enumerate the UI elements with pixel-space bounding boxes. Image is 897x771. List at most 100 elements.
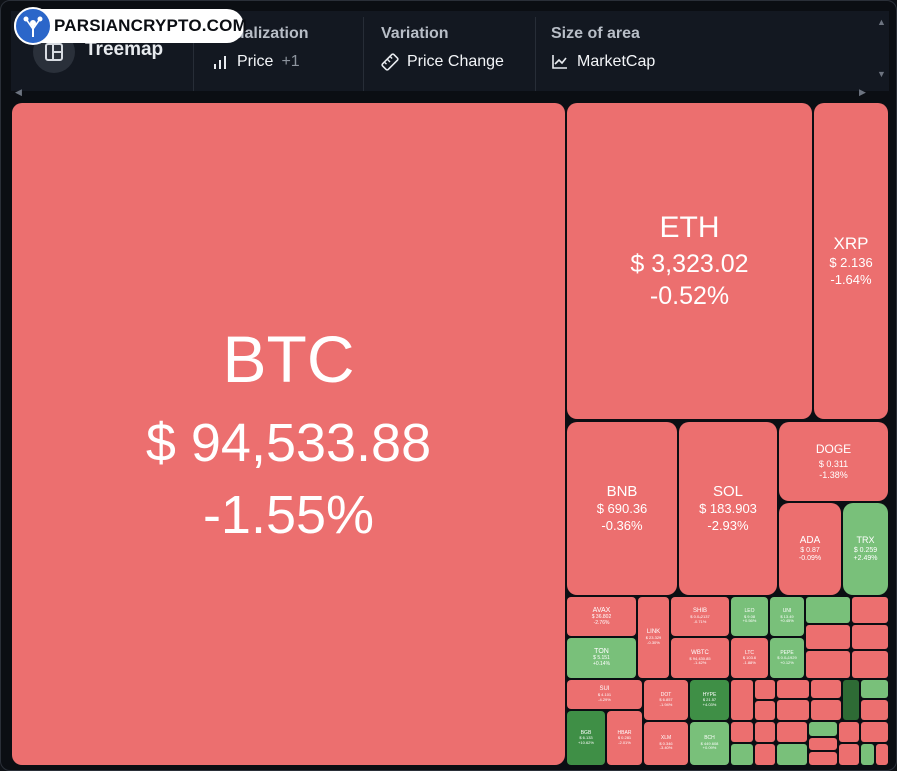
tile-mini[interactable] [755,701,775,720]
tile-change: -2.76% [593,619,610,626]
tile-shib[interactable]: SHIB $ 0.0₄2137 -0.71% [671,597,729,636]
tile-leo[interactable]: LEO $ 9.08 +0.56% [731,597,768,636]
variation-section[interactable]: Variation Price Change [381,11,531,91]
tile-change: +10.62% [578,739,594,745]
tile-mini[interactable] [839,722,859,742]
tile-mini[interactable] [839,744,859,765]
tile-mini[interactable] [811,680,841,698]
variation-value-label: Price Change [407,53,504,70]
tile-wbtc[interactable]: WBTC $ 94,430.85 -1.42% [671,638,729,678]
tile-mini[interactable] [806,651,850,678]
variation-title: Variation [381,25,449,42]
tile-mini[interactable] [811,700,841,720]
tile-mini[interactable] [861,744,874,765]
tile-mini[interactable] [777,722,807,742]
divider [193,17,194,91]
tile-xlm[interactable]: XLM $ 0.346 -3.40% [644,722,688,765]
tile-mini[interactable] [777,744,807,765]
scroll-down-arrow[interactable]: ▼ [877,69,886,79]
tile-price: $ 9.08 [743,613,756,619]
tile-change: +0.09% [702,745,717,751]
tile-price: $ 0.0₄1929 [777,655,797,661]
tile-symbol: TON [594,648,609,656]
tile-xrp[interactable]: XRP $ 2.136 -1.64% [814,103,888,419]
tile-uni[interactable]: UNI $ 13.49 +0.45% [770,597,804,636]
tile-symbol: LTC [744,649,755,656]
tile-price: $ 94,533.88 [145,412,432,473]
area-chart-icon [552,55,567,69]
tile-mini[interactable] [809,738,837,750]
tile-symbol: PEPE [780,649,794,656]
tile-pepe[interactable]: PEPE $ 0.0₄1929 +0.12% [770,638,804,678]
tile-btc[interactable]: BTC $ 94,533.88 -1.55% [12,103,565,765]
tile-symbol: DOT [660,691,672,698]
visualization-value-label: Price [237,53,274,70]
tile-price: $ 23.329 [645,635,662,641]
tile-mini[interactable] [731,722,753,742]
tile-mini[interactable] [755,722,775,742]
tile-mini[interactable] [806,625,850,649]
tile-price: $ 5.151 [593,655,610,662]
tile-link[interactable]: LINK $ 23.329 -0.30% [638,597,669,678]
tile-symbol: HYPE [702,691,717,698]
tile-mini[interactable] [861,700,888,720]
tile-mini[interactable] [843,680,859,720]
tile-mini[interactable] [861,680,888,698]
tile-eth[interactable]: ETH $ 3,323.02 -0.52% [567,103,812,419]
tile-hype[interactable]: HYPE $ 21.57 +4.03% [690,680,729,720]
tile-symbol: UNI [782,608,792,615]
tile-mini[interactable] [809,722,837,736]
tile-symbol: SHIB [692,608,707,615]
tile-ada[interactable]: ADA $ 0.87 -0.09% [779,503,841,595]
tile-bnb[interactable]: BNB $ 690.36 -0.36% [567,422,677,595]
tile-mini[interactable] [852,651,888,678]
tile-mini[interactable] [809,752,837,765]
tile-symbol: SUI [599,686,610,693]
tile-mini[interactable] [806,597,850,623]
variation-value[interactable]: Price Change [381,53,504,71]
scroll-left-arrow[interactable]: ◀ [15,87,22,97]
tile-change: +0.14% [592,661,611,668]
tile-mini[interactable] [876,744,888,765]
tile-change: -2.93% [707,518,749,534]
tile-symbol: LEO [744,608,755,615]
tile-trx[interactable]: TRX $ 0.259 +2.49% [843,503,888,595]
visualization-value[interactable]: Price +1 [213,53,300,71]
tile-doge[interactable]: DOGE $ 0.311 -1.38% [779,422,888,501]
tile-hbar[interactable]: HBAR $ 0.281 -2.01% [607,711,642,765]
tile-mini[interactable] [731,744,753,765]
scroll-right-arrow[interactable]: ▶ [859,87,866,97]
view-label[interactable]: Treemap [85,39,164,60]
tile-symbol: BTC [222,321,355,396]
tile-price: $ 13.49 [780,613,794,619]
tile-price: $ 21.57 [702,697,717,703]
tile-ltc[interactable]: LTC $ 103.6 -1.88% [731,638,768,678]
tile-price: $ 3,323.02 [630,249,749,278]
tile-mini[interactable] [755,680,775,699]
tile-bch[interactable]: BCH $ 449.608 +0.09% [690,722,729,765]
size-section[interactable]: Size of area MarketCap [551,11,721,91]
tile-price: $ 103.6 [742,655,757,661]
tile-price: $ 0.311 [818,458,849,469]
tile-sui[interactable]: SUI $ 4.101 -4.29% [567,680,642,709]
tile-avax[interactable]: AVAX $ 36.802 -2.76% [567,597,636,636]
tile-mini[interactable] [777,680,809,698]
tile-ton[interactable]: TON $ 5.151 +0.14% [567,638,636,678]
tile-change: +4.03% [702,701,717,707]
size-title: Size of area [551,25,640,42]
tile-mini[interactable] [852,597,888,623]
tile-dot[interactable]: DOT $ 6.857 -1.94% [644,680,688,720]
tile-bgb[interactable]: BGB $ 6.133 +10.62% [567,711,605,765]
tile-mini[interactable] [852,625,888,649]
scroll-up-arrow[interactable]: ▲ [877,17,886,27]
tile-mini[interactable] [777,700,809,720]
divider [535,17,536,91]
size-value-label: MarketCap [577,53,656,70]
size-value[interactable]: MarketCap [551,53,655,71]
tile-sol[interactable]: SOL $ 183.903 -2.93% [679,422,777,595]
tile-mini[interactable] [861,722,888,742]
tile-mini[interactable] [755,744,775,765]
tile-mini[interactable] [731,680,753,720]
tile-price: $ 6.857 [659,697,673,703]
